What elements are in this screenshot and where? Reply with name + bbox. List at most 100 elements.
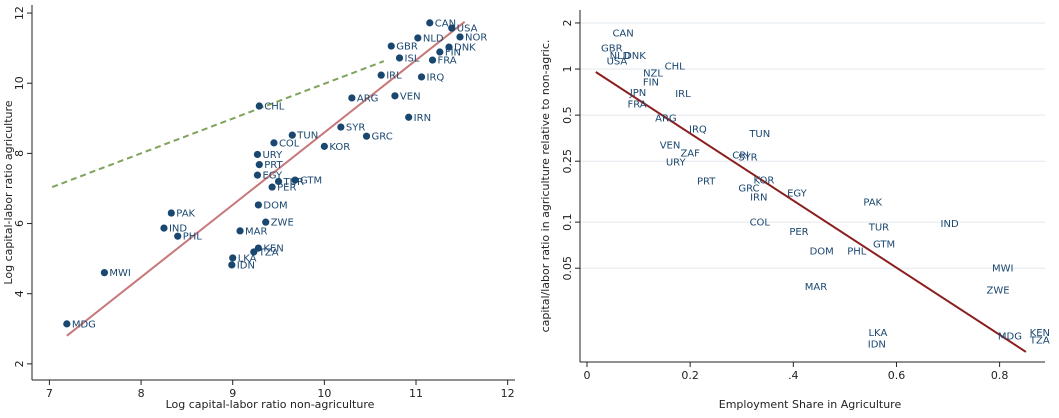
point-label: IND xyxy=(169,224,187,235)
y-tick-label: 2 xyxy=(13,360,26,367)
point-label: TUN xyxy=(748,129,770,140)
x-tick-label: 8 xyxy=(138,387,145,400)
x-tick-label: 12 xyxy=(501,387,515,400)
point-label: FRA xyxy=(627,100,646,111)
point-label: URY xyxy=(262,150,283,161)
point-label: DOM xyxy=(263,200,287,211)
point-label: KOR xyxy=(753,176,774,187)
point xyxy=(270,139,278,147)
point xyxy=(253,150,262,159)
point xyxy=(348,94,356,102)
point xyxy=(63,320,71,328)
y-tick-label: 0.5 xyxy=(561,106,574,124)
point-label: IRQ xyxy=(427,72,445,83)
y-tick-label: 6 xyxy=(13,220,26,227)
point-label: PER xyxy=(277,183,296,194)
point-label: PAK xyxy=(176,209,195,220)
point xyxy=(160,224,168,232)
x-tick-label: 7 xyxy=(46,387,53,400)
y-tick-label: 0.05 xyxy=(561,256,574,281)
point xyxy=(436,48,444,56)
point-label: GRC xyxy=(372,132,393,143)
point-label: USA xyxy=(607,56,628,67)
point-label: SYR xyxy=(346,123,365,134)
point-label: IRQ xyxy=(689,125,707,136)
y-tick-label: 4 xyxy=(13,290,26,297)
fit-line xyxy=(595,71,1027,353)
point-label: KEN xyxy=(263,244,283,255)
point xyxy=(174,232,182,240)
point-label: GTM xyxy=(300,176,322,187)
x-axis-title: Employment Share in Agriculture xyxy=(719,398,902,411)
fit-line xyxy=(66,21,466,337)
point-label: COL xyxy=(750,218,771,229)
y-tick-label: 8 xyxy=(13,150,26,157)
point-label: ARG xyxy=(357,93,379,104)
point-label: IRN xyxy=(750,192,767,203)
point-label: GBR xyxy=(601,44,623,55)
y-tick-label: 10 xyxy=(13,76,26,90)
point-label: TZA xyxy=(258,247,279,258)
y-axis-title: capital/labor ratio in agriculture relat… xyxy=(539,40,552,333)
x-tick-label: 11 xyxy=(409,387,423,400)
x-tick-label: 9 xyxy=(229,387,236,400)
point xyxy=(395,54,404,62)
point-label: PAK xyxy=(863,198,882,209)
point-label: NZL xyxy=(643,69,663,80)
point-label: PER xyxy=(789,227,808,238)
point-label: IRL xyxy=(386,71,402,82)
point-label: VEN xyxy=(400,91,421,102)
point-label: CAN xyxy=(612,28,633,39)
point-label: PHL xyxy=(847,246,867,257)
point xyxy=(362,132,371,140)
x-axis-title: Log capital-labor ratio non-agriculture xyxy=(166,398,375,411)
y-tick-label: 12 xyxy=(13,6,26,20)
point-label: PRT xyxy=(697,176,716,187)
point xyxy=(100,269,109,277)
x-tick-label: .4 xyxy=(788,369,799,382)
y-tick-label: 2 xyxy=(561,19,574,26)
point-label: DOM xyxy=(810,246,834,257)
point-label: GRC xyxy=(738,184,759,195)
point-label: MDG xyxy=(72,319,96,330)
point-label: ISL xyxy=(405,53,420,64)
point-label: FIN xyxy=(643,78,659,89)
point xyxy=(228,261,236,269)
point-label: KEN xyxy=(1030,328,1050,339)
point xyxy=(229,254,237,262)
point-label: CHL xyxy=(264,102,285,113)
point xyxy=(428,56,437,64)
point-label: DNK xyxy=(624,51,646,62)
y-tick-label: 1 xyxy=(561,66,574,73)
x-tick-label: 0.2 xyxy=(681,369,699,382)
point-label: TUR xyxy=(868,222,889,233)
point-label: IDN xyxy=(868,339,886,350)
point xyxy=(456,33,464,41)
point-label: MDG xyxy=(998,332,1022,343)
point-label: NLD xyxy=(610,51,631,62)
point-label: ZAF xyxy=(680,148,700,159)
point xyxy=(274,177,283,186)
point-label: USA xyxy=(457,24,478,35)
point-label: TZA xyxy=(1029,335,1050,346)
point xyxy=(426,19,434,27)
point-label: COL xyxy=(279,138,300,149)
point-label: PRT xyxy=(264,160,283,171)
point-label: LKA xyxy=(868,328,887,339)
point xyxy=(167,209,175,217)
point xyxy=(417,73,426,81)
point xyxy=(255,102,263,110)
point-label: JPN xyxy=(629,88,646,99)
point xyxy=(337,123,345,131)
x-tick-label: 10 xyxy=(317,387,331,400)
point-label: MWI xyxy=(992,264,1013,275)
point-label: GBR xyxy=(396,42,418,53)
point xyxy=(391,92,399,100)
point-label: IRL xyxy=(675,89,691,100)
point-label: URY xyxy=(666,158,687,169)
point-label: NOR xyxy=(465,32,487,43)
point-label: NLD xyxy=(423,33,444,44)
point-label: DNK xyxy=(454,43,476,54)
point-label: ZWE xyxy=(271,218,294,229)
point-label: FIN xyxy=(445,48,461,59)
